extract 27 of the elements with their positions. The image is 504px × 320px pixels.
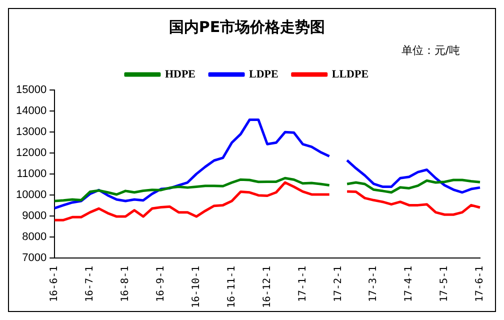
x-tick-label: 17-3-1 bbox=[368, 266, 380, 302]
y-tick-label: 14000 bbox=[16, 105, 47, 118]
y-tick-label: 9000 bbox=[22, 210, 47, 222]
x-tick-label: 16-7-1 bbox=[84, 266, 96, 302]
x-tick-label: 17-5-1 bbox=[439, 266, 450, 302]
y-tick-label: 8000 bbox=[22, 230, 47, 243]
chart-title: 国内PE市场价格走势图 bbox=[168, 18, 326, 36]
y-tick-label: 13000 bbox=[16, 126, 47, 138]
x-tick-label: 16-9-1 bbox=[156, 266, 167, 302]
x-tick-label: 17-1-1 bbox=[297, 266, 308, 302]
x-tick-label: 16-11-1 bbox=[226, 266, 238, 308]
x-tick-label: 16-8-1 bbox=[120, 266, 132, 302]
x-tick-label: 17-4-1 bbox=[404, 266, 415, 302]
x-tick-label: 17-6-1 bbox=[474, 266, 486, 302]
legend-label: LDPE bbox=[249, 68, 278, 80]
x-tick-label: 17-2-1 bbox=[332, 266, 344, 302]
text: 单位：元/吨 bbox=[401, 44, 460, 57]
y-tick-label: 7000 bbox=[22, 252, 47, 264]
x-tick-label: 16-6-1 bbox=[49, 266, 60, 302]
y-tick-label: 11000 bbox=[16, 168, 47, 180]
y-tick-label: 15000 bbox=[16, 84, 47, 96]
x-tick-label: 16-12-1 bbox=[262, 266, 273, 308]
y-tick-label: 12000 bbox=[16, 146, 47, 159]
legend-label: LLDPE bbox=[332, 68, 369, 80]
y-tick-label: 10000 bbox=[16, 188, 47, 201]
legend-label: HDPE bbox=[164, 68, 196, 80]
x-tick-label: 16-10-1 bbox=[190, 266, 202, 308]
